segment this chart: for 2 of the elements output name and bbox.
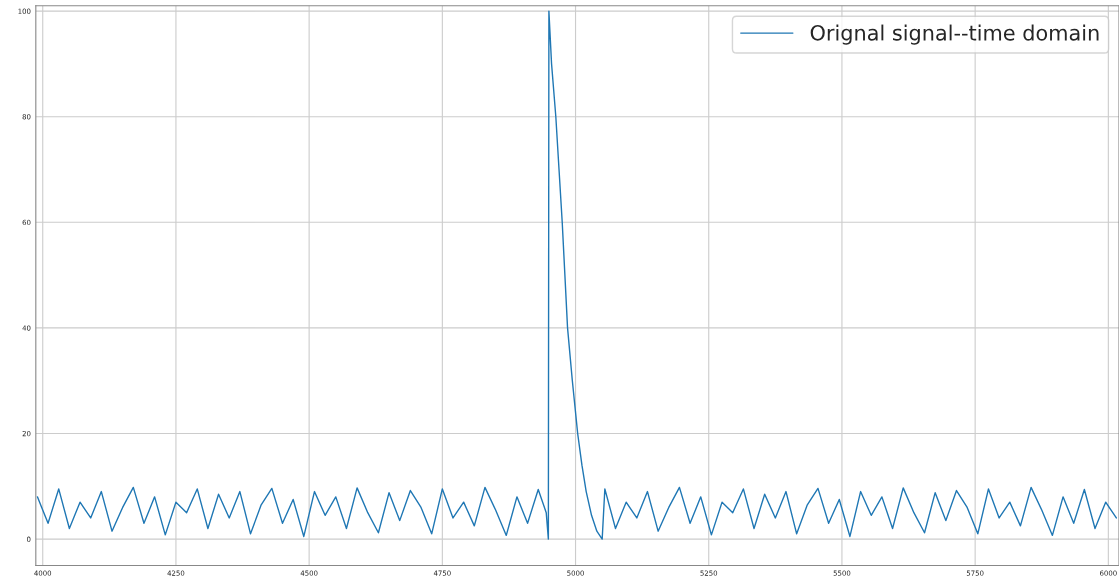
line-series — [36, 10, 1118, 540]
legend-label: Orignal signal--time domain — [810, 24, 1099, 45]
